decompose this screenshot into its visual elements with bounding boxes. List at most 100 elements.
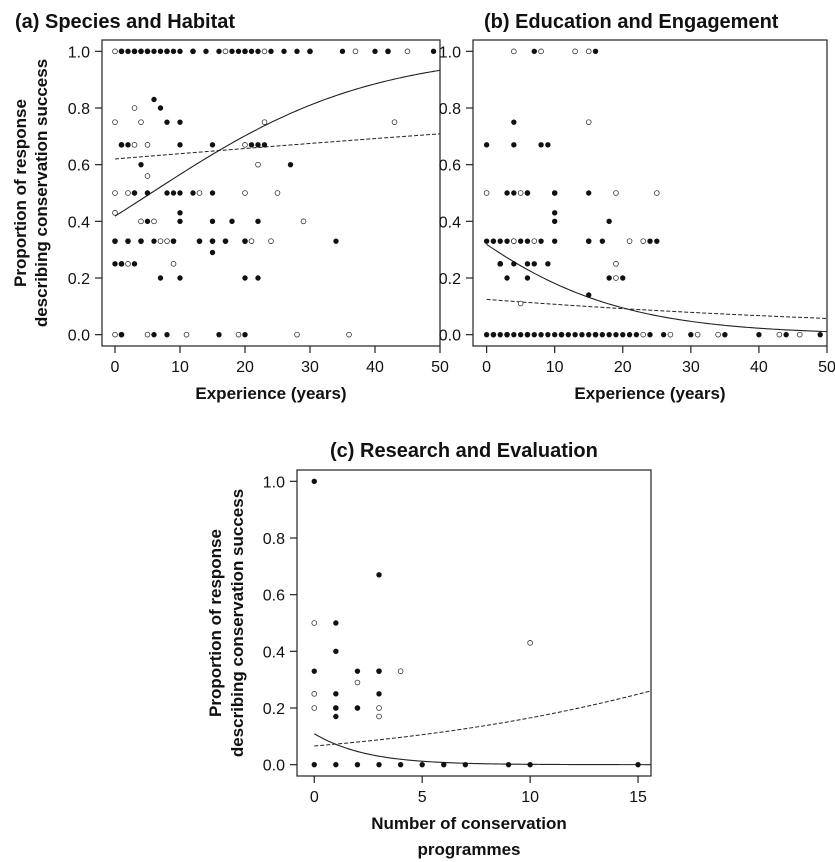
fit-line-solid bbox=[486, 243, 828, 333]
data-point-open bbox=[112, 190, 118, 196]
data-point-filled bbox=[647, 331, 653, 338]
data-point-open bbox=[242, 142, 248, 148]
data-point-filled bbox=[490, 238, 497, 244]
data-point-open bbox=[112, 331, 118, 338]
data-point-filled bbox=[255, 142, 261, 148]
data-point-filled bbox=[354, 668, 361, 674]
data-point-filled bbox=[462, 761, 469, 768]
data-point-open bbox=[626, 238, 633, 244]
data-point-filled bbox=[311, 478, 317, 485]
data-point-open bbox=[517, 190, 524, 196]
data-point-filled bbox=[376, 572, 382, 578]
y-tick-label: 1.0 bbox=[263, 474, 285, 491]
data-point-open bbox=[694, 331, 701, 338]
data-point-open bbox=[294, 331, 300, 338]
fit-line-solid bbox=[313, 733, 651, 766]
y-tick-label: 0.0 bbox=[439, 328, 461, 345]
data-point-filled bbox=[333, 620, 339, 626]
data-point-filled bbox=[558, 331, 565, 338]
data-point-filled bbox=[311, 668, 317, 674]
data-point-open bbox=[654, 190, 660, 196]
y-tick-label: 1.0 bbox=[68, 44, 90, 61]
y-tick-label: 0.8 bbox=[263, 531, 285, 548]
data-point-filled bbox=[524, 275, 531, 281]
data-point-filled bbox=[177, 142, 183, 148]
chart-title: (c) Research and Evaluation bbox=[330, 440, 598, 462]
data-point-filled bbox=[633, 331, 640, 338]
data-point-filled bbox=[483, 238, 490, 244]
data-point-filled bbox=[151, 48, 157, 55]
data-point-filled bbox=[511, 261, 517, 267]
y-axis-label: Proportion of response bbox=[11, 99, 30, 287]
data-point-filled bbox=[157, 105, 164, 111]
y-axis-label: Proportion of response bbox=[206, 529, 225, 717]
data-point-filled bbox=[138, 48, 144, 55]
data-point-filled bbox=[592, 48, 599, 55]
data-point-filled bbox=[511, 119, 517, 125]
data-point-open bbox=[144, 173, 151, 179]
data-point-filled bbox=[376, 668, 382, 674]
data-point-open bbox=[170, 261, 177, 267]
data-point-filled bbox=[118, 142, 125, 148]
data-point-filled bbox=[817, 331, 823, 338]
data-point-filled bbox=[242, 238, 248, 244]
data-point-filled bbox=[235, 48, 242, 55]
data-point-filled bbox=[606, 218, 612, 225]
data-point-filled bbox=[242, 275, 248, 281]
data-point-filled bbox=[483, 142, 490, 148]
data-point-filled bbox=[385, 48, 391, 55]
data-point-filled bbox=[551, 190, 558, 196]
data-point-filled bbox=[599, 331, 606, 338]
data-point-filled bbox=[613, 331, 619, 338]
data-point-open bbox=[248, 238, 255, 244]
y-tick-label: 0.4 bbox=[263, 644, 285, 661]
data-point-open bbox=[311, 620, 318, 626]
data-point-open bbox=[585, 48, 592, 55]
data-point-filled bbox=[112, 261, 118, 267]
data-point-filled bbox=[354, 705, 361, 711]
x-tick-label: 10 bbox=[521, 789, 539, 806]
x-axis-label: Number of conservation bbox=[371, 814, 567, 833]
data-point-filled bbox=[579, 331, 585, 338]
data-point-filled bbox=[170, 238, 177, 244]
data-point-filled bbox=[287, 161, 294, 168]
data-point-filled bbox=[430, 48, 437, 55]
data-point-filled bbox=[138, 161, 144, 168]
y-tick-label: 0.6 bbox=[263, 588, 285, 605]
data-point-filled bbox=[248, 48, 255, 55]
y-axis-label: describing conservation success bbox=[228, 489, 247, 757]
data-point-filled bbox=[504, 275, 510, 281]
x-tick-label: 50 bbox=[818, 359, 835, 376]
data-point-open bbox=[397, 668, 404, 674]
x-axis-label: Experience (years) bbox=[574, 384, 725, 403]
data-point-filled bbox=[586, 292, 592, 298]
data-point-open bbox=[511, 48, 517, 55]
data-point-filled bbox=[229, 48, 235, 55]
data-point-open bbox=[138, 119, 144, 125]
data-point-filled bbox=[354, 761, 361, 768]
data-point-filled bbox=[333, 648, 339, 655]
data-point-open bbox=[144, 142, 151, 148]
data-point-filled bbox=[255, 275, 261, 281]
data-point-filled bbox=[372, 48, 378, 55]
data-point-filled bbox=[138, 238, 144, 244]
plot-frame bbox=[472, 39, 828, 347]
data-point-open bbox=[261, 119, 268, 125]
x-tick-label: 5 bbox=[418, 789, 427, 806]
y-tick-label: 0.2 bbox=[439, 271, 461, 288]
x-tick-label: 20 bbox=[236, 359, 254, 376]
data-point-open bbox=[183, 331, 190, 338]
data-point-filled bbox=[722, 331, 728, 338]
chart-title: (b) Education and Engagement bbox=[484, 11, 779, 33]
data-point-open bbox=[527, 640, 533, 646]
data-point-filled bbox=[572, 331, 578, 338]
x-tick-label: 50 bbox=[431, 359, 449, 376]
data-point-filled bbox=[524, 238, 531, 244]
data-point-filled bbox=[190, 190, 196, 196]
plot-frame bbox=[101, 39, 441, 347]
data-point-filled bbox=[756, 331, 762, 338]
data-point-open bbox=[112, 119, 118, 125]
data-point-filled bbox=[164, 190, 170, 196]
x-tick-label: 10 bbox=[546, 359, 564, 376]
data-point-filled bbox=[144, 190, 151, 196]
